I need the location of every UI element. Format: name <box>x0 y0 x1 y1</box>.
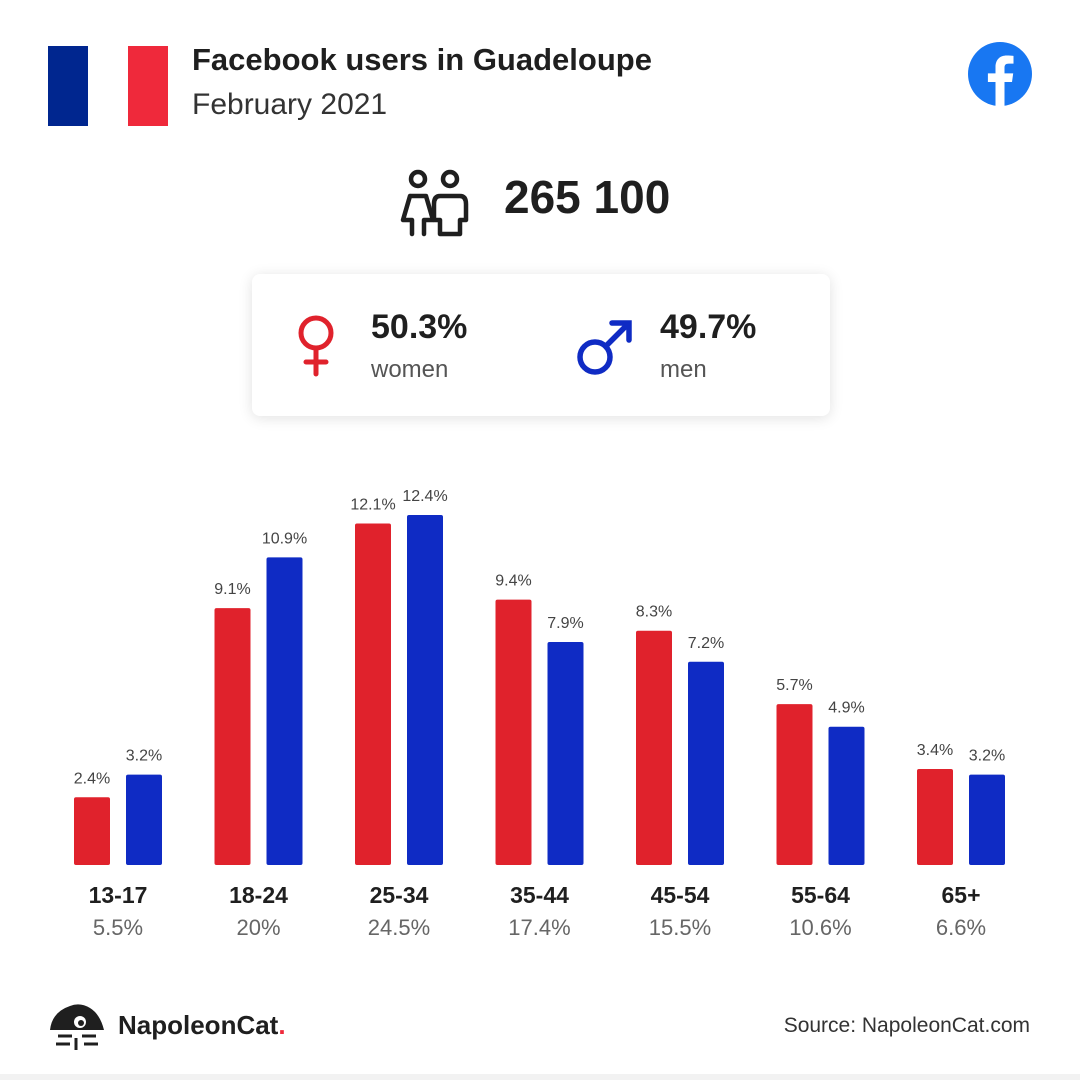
age-group-35-44: 35-44 17.4% <box>480 882 600 941</box>
data-label-13-17-men: 3.2% <box>126 748 162 765</box>
age-group-share: 6.6% <box>935 915 987 940</box>
bar-13-17-women <box>74 797 110 865</box>
age-group-label: 35-44 <box>510 882 569 908</box>
age-group-label: 65+ <box>941 882 981 908</box>
bar-35-44-men <box>547 642 584 865</box>
couple-icon <box>400 169 469 237</box>
data-label-55-64-men: 4.9% <box>828 700 864 717</box>
age-group-13-17: 13-17 5.5% <box>58 882 178 941</box>
age-group-65+: 65+ 6.6% <box>901 882 1021 941</box>
country-flag <box>48 46 168 126</box>
age-group-label: 13-17 <box>88 882 148 908</box>
page-subtitle: February 2021 <box>192 88 388 121</box>
data-label-35-44-women: 9.4% <box>495 573 531 590</box>
data-label-65+-women: 3.4% <box>917 742 953 759</box>
napoleoncat-logo-icon <box>50 1004 104 1050</box>
age-group-share: 17.4% <box>508 915 571 940</box>
age-gender-bar-chart: 2.4% 3.2% 9.1% 10.9% 12.1% 12.4% 9.4% 7.9% 8.3% 7… <box>74 488 1005 865</box>
source-text: Source: NapoleonCat.com <box>783 1014 1030 1037</box>
bar-35-44-women <box>495 599 532 865</box>
bar-55-64-women <box>776 704 813 865</box>
age-group-share: 5.5% <box>92 915 144 940</box>
age-group-share: 10.6% <box>789 915 852 940</box>
data-label-55-64-women: 5.7% <box>776 677 812 694</box>
age-group-label: 18-24 <box>229 882 288 908</box>
age-group-share: 15.5% <box>648 915 712 940</box>
age-group-25-34: 25-34 24.5% <box>339 882 459 941</box>
total-users: 265 100 <box>504 171 671 223</box>
gender-split-card: 50.3% women 49.7% men <box>252 274 830 416</box>
men-label: men <box>660 356 707 383</box>
data-label-45-54-women: 8.3% <box>636 604 672 621</box>
data-label-65+-men: 3.2% <box>969 748 1005 765</box>
bar-18-24-women <box>214 608 251 865</box>
data-label-13-17-women: 2.4% <box>74 770 110 787</box>
data-label-35-44-men: 7.9% <box>547 615 583 632</box>
age-group-label: 45-54 <box>650 882 710 908</box>
data-label-18-24-men: 10.9% <box>262 530 307 547</box>
flag-red-stripe <box>128 46 168 126</box>
bar-65+-men <box>969 774 1005 865</box>
bottom-strip <box>0 1074 1080 1080</box>
age-group-share: 20% <box>236 915 281 940</box>
bar-45-54-men <box>688 661 724 865</box>
page-title: Facebook users in Guadeloupe <box>192 42 652 77</box>
bar-65+-women <box>917 769 953 865</box>
age-group-45-54: 45-54 15.5% <box>620 882 740 941</box>
age-group-18-24: 18-24 20% <box>199 882 319 941</box>
bar-18-24-men <box>266 557 303 865</box>
data-label-45-54-men: 7.2% <box>688 635 724 652</box>
flag-blue-stripe <box>48 46 88 126</box>
facebook-icon <box>968 42 1032 106</box>
age-group-55-64: 55-64 10.6% <box>761 882 881 941</box>
bar-55-64-men <box>828 726 865 865</box>
bar-25-34-women <box>355 523 391 865</box>
age-group-label: 55-64 <box>791 882 850 908</box>
women-label: women <box>371 356 449 383</box>
women-percent: 50.3% <box>371 308 468 346</box>
brand-name: NapoleonCat. <box>118 1010 286 1040</box>
data-label-25-34-men: 12.4% <box>402 488 447 505</box>
male-symbol-icon <box>577 320 632 375</box>
bar-45-54-women <box>636 630 672 865</box>
data-label-25-34-women: 12.1% <box>350 496 395 513</box>
age-group-axis: 13-17 5.5% 18-24 20% 25-34 24.5% 35-44 17.4% 45-… <box>0 882 1080 952</box>
bar-13-17-men <box>126 774 162 865</box>
men-percent: 49.7% <box>660 308 757 346</box>
bar-25-34-men <box>407 515 443 865</box>
age-group-label: 25-34 <box>369 882 429 908</box>
data-label-18-24-women: 9.1% <box>214 581 250 598</box>
female-symbol-icon <box>298 315 334 377</box>
age-group-share: 24.5% <box>367 915 431 940</box>
